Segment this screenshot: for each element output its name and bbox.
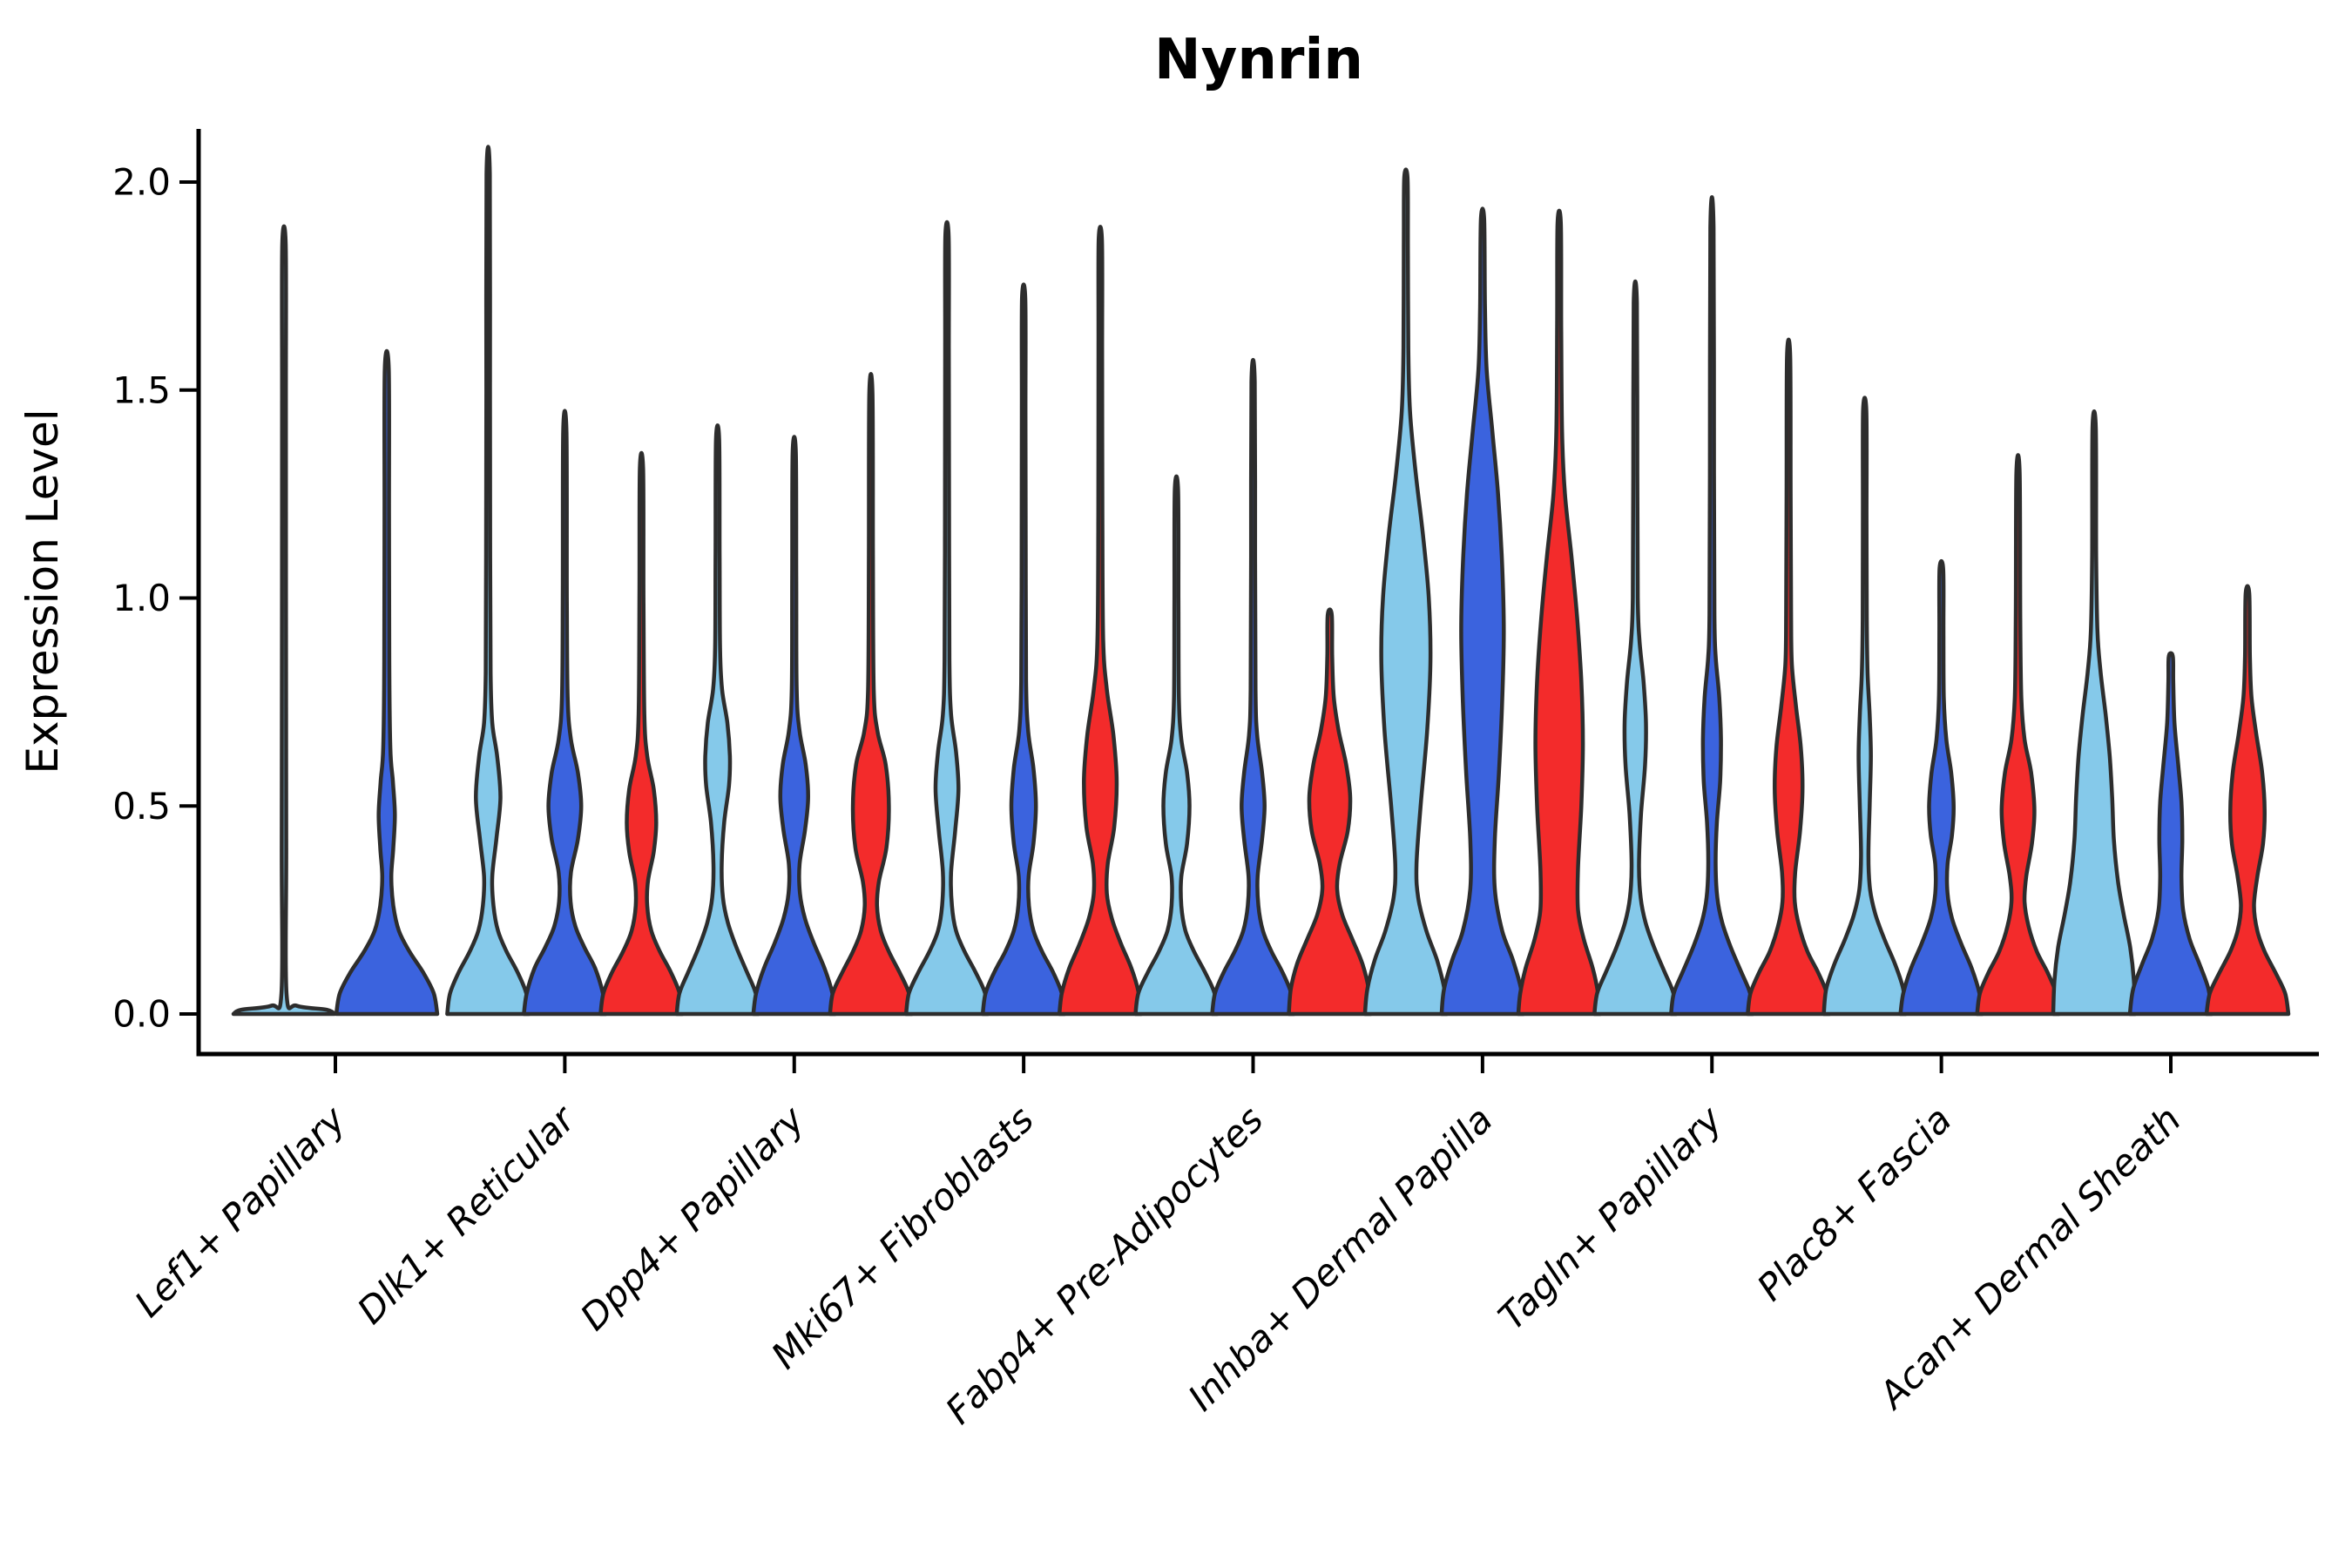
y-tick-label: 2.0: [112, 161, 171, 204]
x-tick-label: Plac8+ Fascia: [1749, 1098, 1960, 1308]
violin-dpp4-papillary-light_blue: [674, 423, 761, 1017]
violin-tagln-papillary-red: [1746, 337, 1832, 1017]
y-axis-label: Expression Level: [17, 409, 68, 774]
violin-fabp4-pre-adipocytes-dark_blue: [1210, 358, 1296, 1017]
violin-dlk1-reticular-light_blue: [445, 145, 531, 1017]
violin-dlk1-reticular-dark_blue: [522, 409, 608, 1017]
y-tick-label: 1.5: [112, 368, 171, 411]
violin-inhba-dermal-papilla-dark_blue: [1439, 206, 1526, 1017]
violin-tagln-papillary-light_blue: [1592, 280, 1679, 1017]
violin-tagln-papillary-dark_blue: [1669, 195, 1755, 1017]
violin-acan-dermal-sheath-red: [2204, 584, 2291, 1017]
violins-layer: [231, 145, 2291, 1017]
violin-fabp4-pre-adipocytes-red: [1287, 607, 1373, 1017]
violin-dlk1-reticular-red: [598, 450, 685, 1017]
y-tick-label: 0.0: [112, 993, 171, 1036]
violin-lef1-papillary-light_blue: [231, 224, 337, 1017]
x-tick-label: Dlk1+ Reticular: [349, 1096, 585, 1332]
x-tick-label: Dpp4+ Papillary: [572, 1098, 814, 1339]
x-tick-label: Tagln+ Papillary: [1490, 1098, 1731, 1339]
violin-acan-dermal-sheath-light_blue: [2051, 409, 2138, 1017]
y-tick-label: 0.5: [112, 785, 171, 828]
chart-title: Nynrin: [1154, 28, 1363, 92]
violin-plac8-fascia-red: [1975, 453, 2061, 1017]
x-tick-label: Mki67+ Fibroblasts: [763, 1098, 1042, 1376]
violin-inhba-dermal-papilla-light_blue: [1362, 167, 1450, 1017]
violin-mki67-fibroblasts-red: [1057, 225, 1144, 1017]
y-tick-label: 1.0: [112, 577, 171, 619]
violin-inhba-dermal-papilla-red: [1516, 208, 1603, 1017]
violin-mki67-fibroblasts-dark_blue: [980, 282, 1067, 1017]
violin-dpp4-papillary-red: [828, 372, 915, 1017]
violin-mki67-fibroblasts-light_blue: [903, 220, 990, 1017]
violin-fabp4-pre-adipocytes-light_blue: [1133, 474, 1220, 1017]
violin-lef1-papillary-dark_blue: [334, 348, 440, 1017]
violin-plac8-fascia-light_blue: [1821, 395, 1908, 1017]
violin-dpp4-papillary-dark_blue: [751, 435, 838, 1017]
x-tick-label: Lef1+ Papillary: [126, 1098, 355, 1326]
violin-acan-dermal-sheath-dark_blue: [2127, 651, 2214, 1017]
violin-plac8-fascia-dark_blue: [1898, 558, 1984, 1017]
